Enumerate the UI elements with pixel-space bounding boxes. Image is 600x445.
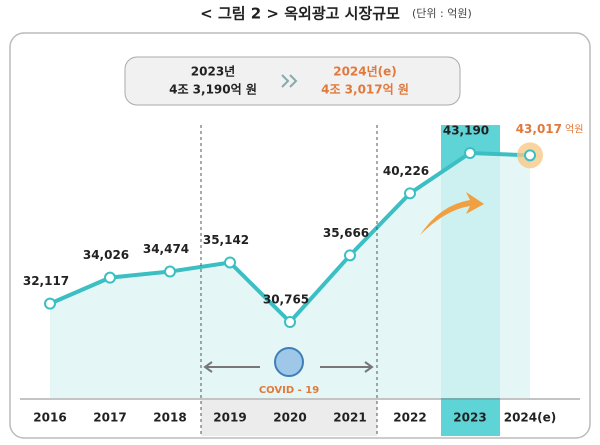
- covid-icon: [274, 347, 304, 377]
- x-tick-label: 2016: [33, 411, 66, 425]
- point: [164, 265, 176, 278]
- data-label: 34,026: [83, 248, 129, 262]
- arrow: [281, 74, 298, 88]
- area: [50, 153, 530, 398]
- summary-year: 2024년(e): [333, 65, 397, 79]
- x-tick-label: 2024(e): [504, 411, 557, 425]
- x-tick-label: 2019: [213, 411, 246, 425]
- covid-arrow: [203, 361, 213, 373]
- point: [44, 297, 56, 310]
- summary-value: 4조 3,190억 원: [169, 83, 257, 97]
- data-label: 43,190: [443, 124, 489, 138]
- point: [464, 147, 476, 159]
- point: [404, 187, 416, 200]
- point: [344, 249, 356, 262]
- plot: 32,117 34,026 34,474 35,142 30,765 35,666 40,2…: [23, 122, 584, 425]
- covid-arrow: [364, 361, 374, 373]
- unit-note: (단위 : 억원): [412, 7, 472, 20]
- data-label: 34,474: [143, 242, 189, 256]
- point: [284, 316, 296, 328]
- summary-year: 2023년: [191, 65, 235, 79]
- trend-arrow: [420, 192, 484, 235]
- x-tick-label: 2021: [333, 411, 366, 425]
- x-tick-label: 2023: [453, 411, 486, 425]
- annotation: COVID - 19: [259, 385, 319, 396]
- value-unit: 억원: [565, 123, 583, 135]
- x-tick-label: 2018: [153, 411, 186, 425]
- data-label: 35,142: [203, 233, 249, 247]
- data-label: 35,666: [323, 226, 369, 240]
- x-tick-label: 2017: [93, 411, 126, 425]
- frame: [9, 32, 591, 439]
- point: [104, 271, 116, 284]
- data-label: 32,117: [23, 274, 69, 288]
- summary-value: 4조 3,017억 원: [321, 83, 409, 97]
- x-tick-label: 2020: [273, 411, 306, 425]
- point: [224, 256, 236, 269]
- x-tick-label: 2022: [393, 411, 426, 425]
- chart-title: < 그림 2 > 옥외광고 시장규모: [200, 5, 400, 23]
- summary-box: [124, 56, 461, 106]
- covid-cell: [201, 400, 377, 436]
- data-label: 43,017: [516, 122, 562, 136]
- data-label: 30,765: [263, 293, 309, 307]
- point: [524, 149, 536, 162]
- data-label: 40,226: [383, 164, 429, 178]
